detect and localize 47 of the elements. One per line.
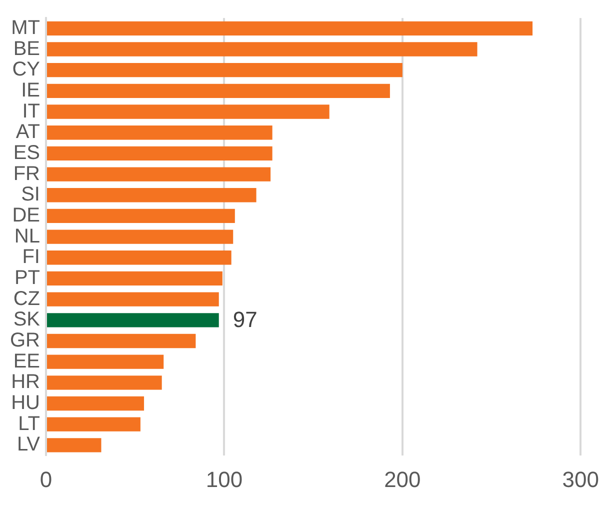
bar bbox=[47, 250, 232, 265]
x-tick-label: 300 bbox=[562, 466, 600, 492]
x-tick-label: 200 bbox=[384, 466, 421, 492]
bar bbox=[47, 21, 533, 36]
bar bbox=[47, 42, 478, 56]
data-label: 97 bbox=[232, 307, 258, 332]
y-tick-label: DE bbox=[12, 204, 40, 226]
bar bbox=[47, 438, 102, 452]
y-tick-label: IT bbox=[22, 100, 40, 122]
x-tick-label: 0 bbox=[40, 466, 52, 492]
bar bbox=[47, 167, 271, 182]
y-tick-label: CZ bbox=[13, 288, 40, 310]
x-tick-label: 100 bbox=[206, 466, 243, 492]
y-tick-label: PT bbox=[14, 266, 40, 289]
y-tick-label: HR bbox=[11, 371, 40, 394]
y-tick-label: NL bbox=[14, 225, 40, 248]
y-tick-label: FR bbox=[13, 162, 40, 185]
y-tick-label: SI bbox=[21, 184, 40, 206]
bar bbox=[47, 104, 330, 119]
bar bbox=[47, 396, 144, 411]
bar bbox=[47, 126, 272, 140]
y-tick-label: LT bbox=[18, 412, 40, 435]
bar bbox=[47, 230, 234, 244]
bar bbox=[47, 292, 219, 306]
y-tick-label: IE bbox=[21, 79, 40, 102]
y-tick-label: HU bbox=[11, 392, 40, 414]
y-tick-label: GR bbox=[10, 330, 40, 352]
bar bbox=[47, 376, 162, 390]
y-tick-label: EE bbox=[13, 350, 40, 372]
y-tick-label: CY bbox=[12, 58, 40, 81]
bar bbox=[47, 313, 219, 328]
y-tick-label: FI bbox=[22, 246, 40, 268]
bar bbox=[47, 63, 402, 78]
bar bbox=[47, 271, 222, 286]
bar bbox=[47, 84, 390, 98]
bar bbox=[47, 354, 164, 369]
y-tick-label: ES bbox=[13, 142, 40, 164]
bar bbox=[47, 208, 235, 224]
y-tick-label: MT bbox=[11, 16, 40, 39]
bar bbox=[47, 334, 196, 348]
bar bbox=[47, 417, 140, 432]
y-tick-label: AT bbox=[16, 121, 40, 144]
bar bbox=[47, 146, 272, 161]
y-tick-label: LV bbox=[17, 434, 41, 456]
y-tick-label: SK bbox=[13, 308, 41, 331]
y-tick-label: BE bbox=[13, 38, 40, 60]
bar bbox=[47, 188, 256, 202]
